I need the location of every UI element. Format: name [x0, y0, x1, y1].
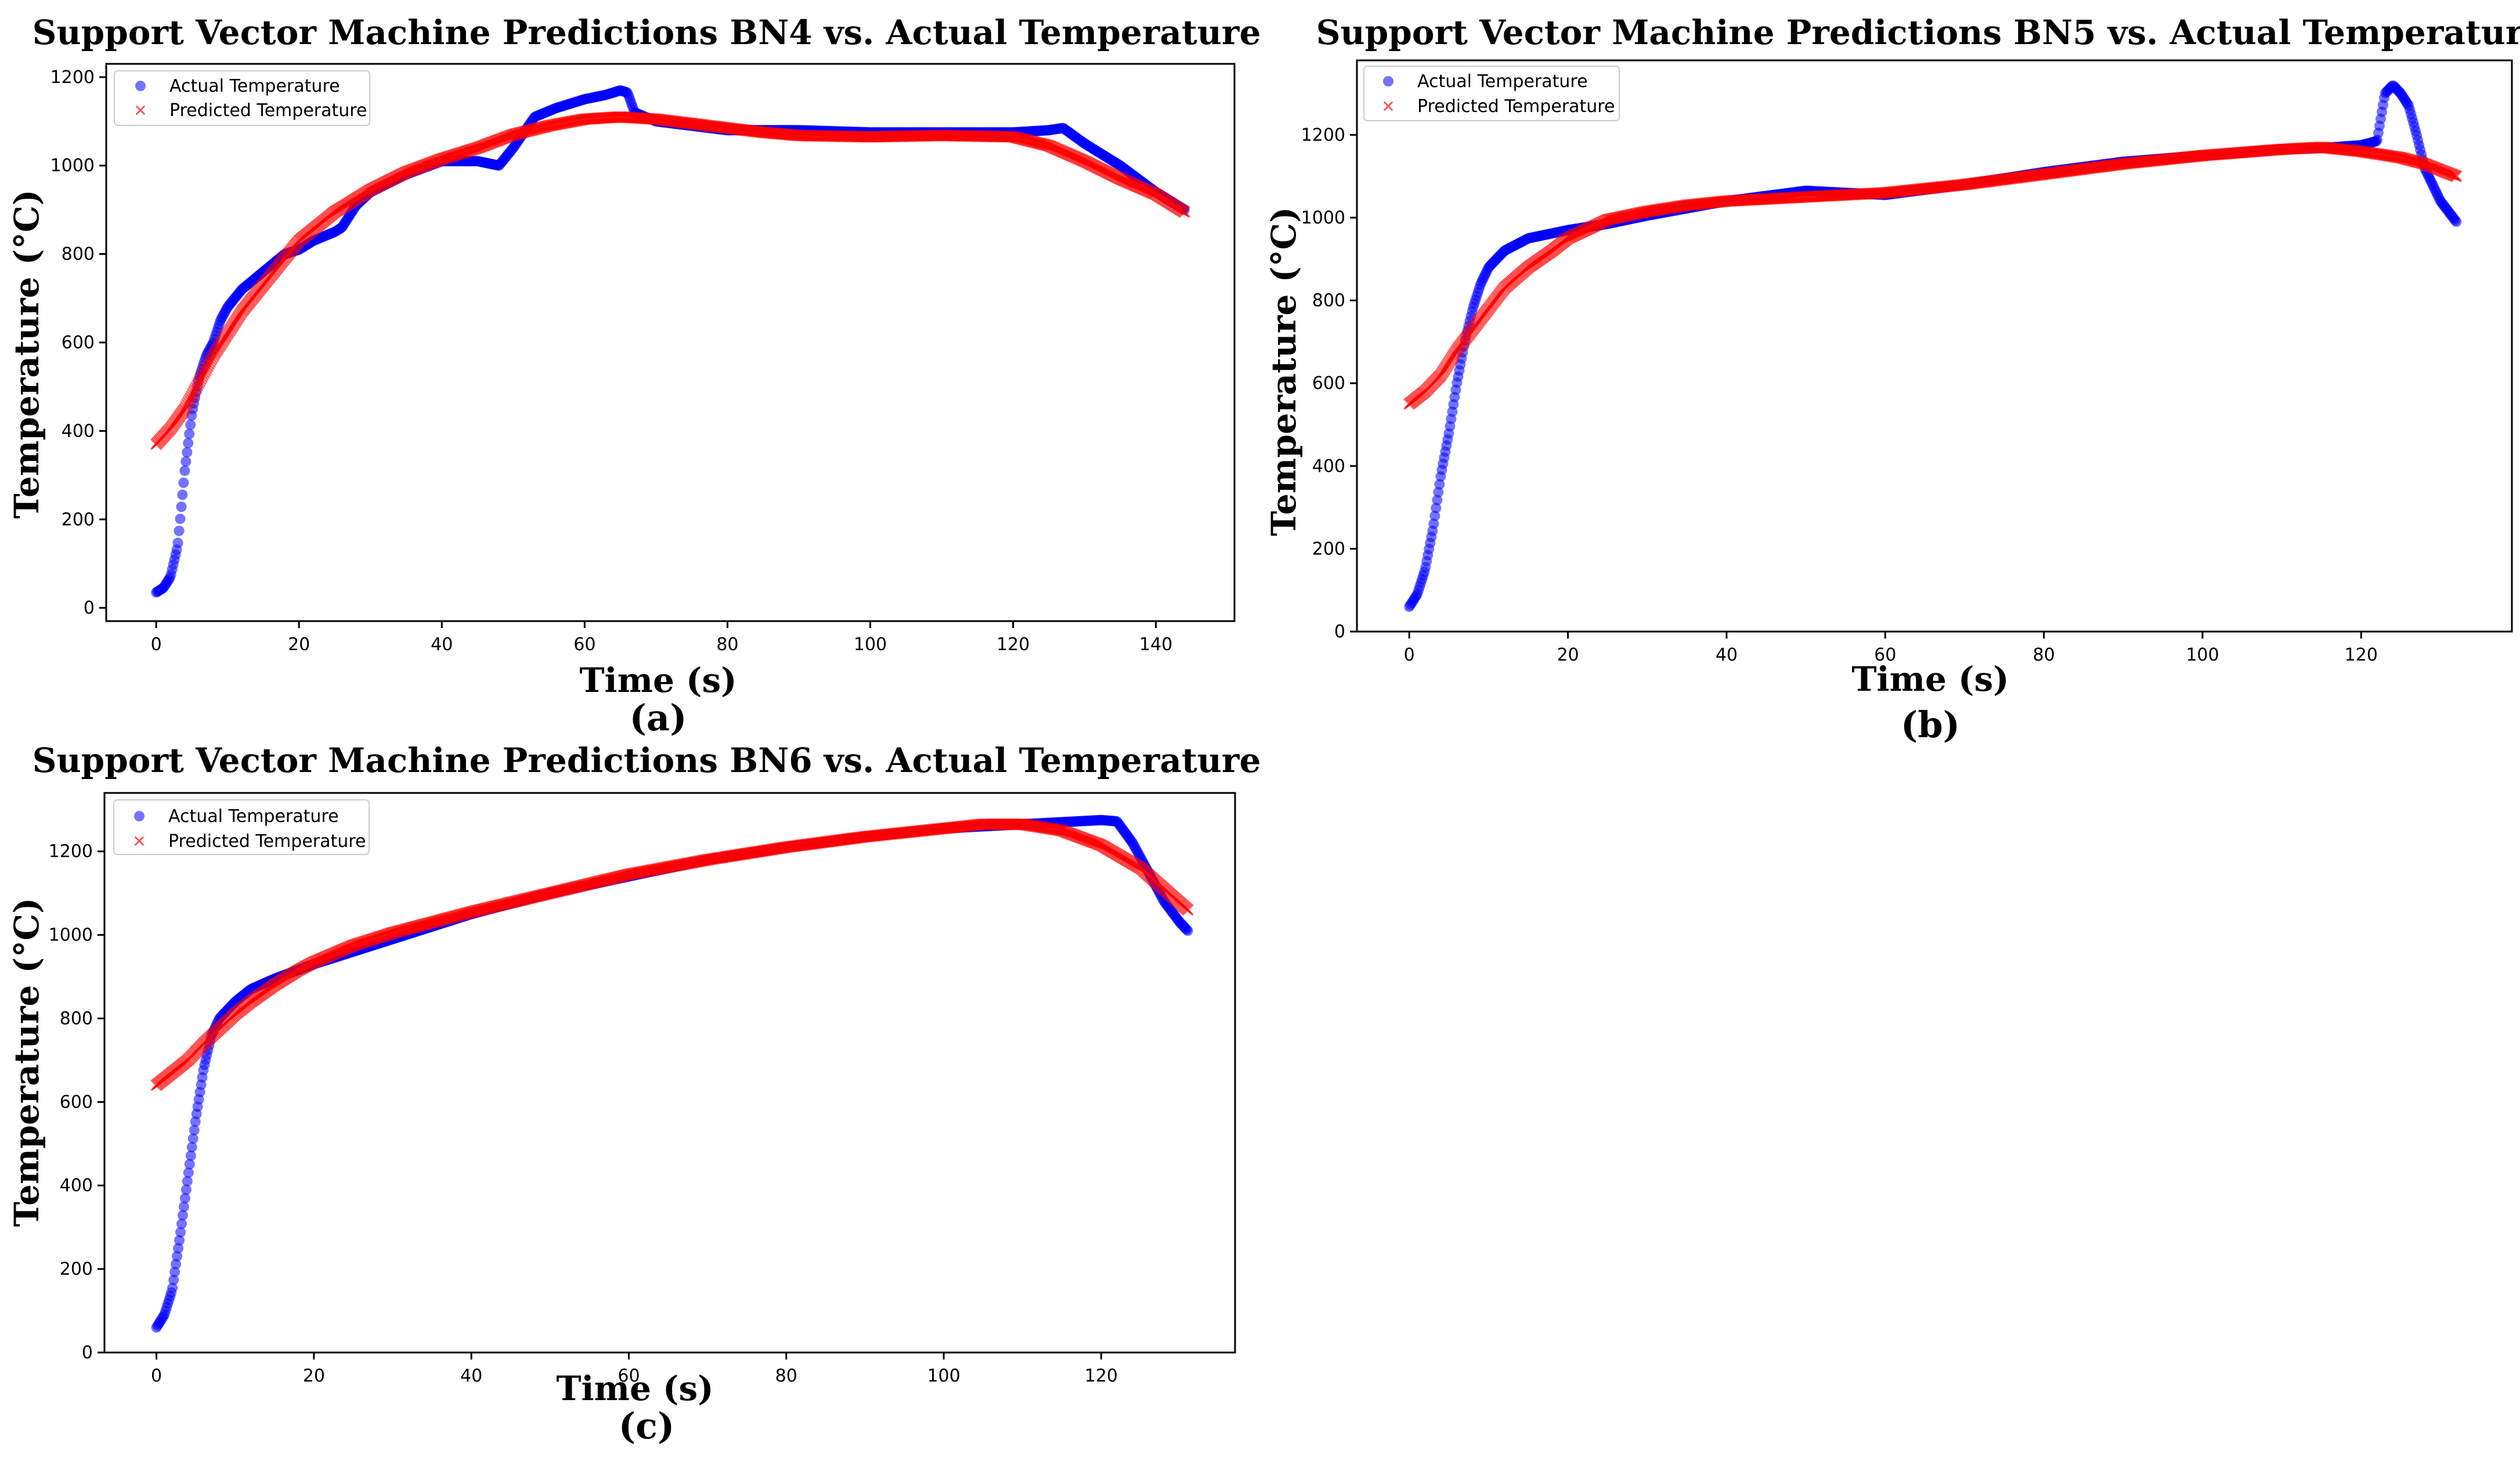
x-tick-label: 40	[431, 634, 453, 655]
actual-temperature-point	[178, 477, 189, 488]
y-tick-label: 1000	[50, 156, 95, 176]
actual-temperature-point	[184, 428, 195, 439]
y-tick-label: 1200	[50, 67, 95, 88]
x-tick-label: 140	[1139, 634, 1172, 655]
x-tick-label: 20	[288, 634, 310, 655]
x-tick-label: 100	[2186, 645, 2219, 665]
y-tick-label: 400	[62, 421, 95, 441]
y-tick-label: 200	[1312, 539, 1345, 559]
y-tick-label: 800	[1312, 291, 1345, 311]
legend: Actual Temperature ✕ Predicted Temperatu…	[114, 70, 370, 126]
y-tick-label: 600	[62, 333, 95, 353]
actual-temperature-point	[179, 465, 190, 476]
x-tick-label: 40	[1716, 645, 1738, 665]
actual-temperature-point	[177, 489, 188, 500]
y-axis-label: Temperature (°C)	[7, 189, 46, 518]
y-tick-label: 800	[62, 244, 95, 265]
x-tick-label: 80	[716, 634, 738, 655]
y-tick-label: 1000	[1301, 208, 1345, 228]
y-tick-label: 0	[1334, 622, 1345, 642]
chart-title: Support Vector Machine Predictions BN4 v…	[33, 13, 1261, 52]
x-axis-label: Time (s)	[1851, 659, 2009, 699]
y-tick-label: 600	[1312, 373, 1345, 394]
legend-predicted-label: Predicted Temperature	[1417, 96, 1615, 117]
x-tick-label: 0	[1404, 645, 1415, 665]
plot-area	[150, 85, 1191, 598]
x-tick-label: 120	[997, 634, 1030, 655]
actual-temperature-point	[174, 525, 185, 536]
legend-predicted-marker-icon: ✕	[133, 101, 147, 120]
actual-temperature-point	[2451, 217, 2462, 228]
actual-temperature-point	[172, 538, 183, 549]
chart-title: Support Vector Machine Predictions BN5 v…	[1316, 13, 2520, 52]
actual-temperature-point	[182, 447, 193, 458]
y-tick-label: 1200	[1301, 125, 1345, 145]
legend-actual-label: Actual Temperature	[169, 76, 340, 96]
legend-actual-marker-icon	[1383, 76, 1393, 86]
legend-actual-marker-icon	[135, 81, 146, 91]
actual-temperature-point	[180, 456, 192, 467]
chart-panel-a: Support Vector Machine Predictions BN4 v…	[7, 13, 1261, 739]
actual-temperature-point	[175, 513, 186, 524]
actual-temperature-point	[185, 419, 196, 430]
x-tick-label: 100	[854, 634, 887, 655]
panel-label: (a)	[630, 697, 687, 739]
y-tick-label: 0	[84, 598, 95, 618]
x-tick-label: 20	[1557, 645, 1579, 665]
x-tick-label: 80	[2033, 645, 2055, 665]
chart-title: Support Vector Machine Predictions BN6 v…	[33, 741, 1261, 780]
actual-temperature-point	[176, 502, 187, 513]
y-axis-label: Temperature (°C)	[1264, 207, 1304, 536]
actual-temperature-point	[1182, 925, 1193, 936]
legend-actual-label: Actual Temperature	[1417, 71, 1588, 92]
y-tick-label: 200	[62, 510, 95, 530]
panel-label: (b)	[1901, 704, 1960, 746]
legend-predicted-marker-icon: ✕	[1381, 97, 1395, 116]
y-tick-label: 400	[1312, 456, 1345, 477]
legend-predicted-label: Predicted Temperature	[169, 100, 367, 121]
x-tick-label: 60	[573, 634, 595, 655]
x-tick-label: 120	[2345, 645, 2378, 665]
legend: Actual Temperature ✕ Predicted Temperatu…	[1363, 66, 1620, 121]
actual-temperature-point	[183, 438, 194, 449]
x-tick-label: 0	[151, 634, 162, 655]
x-axis-label: Time (s)	[579, 661, 736, 700]
